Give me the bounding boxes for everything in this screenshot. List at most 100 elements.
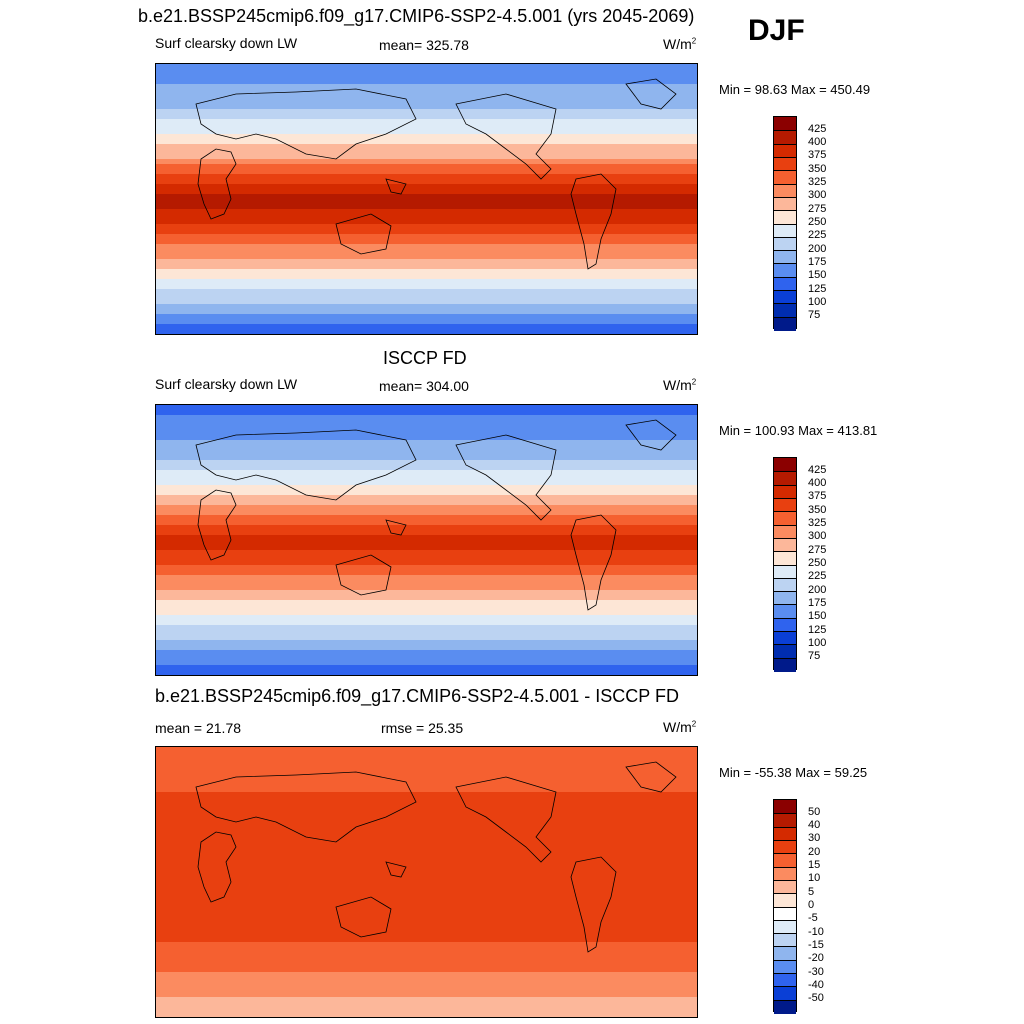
panel3-map-band <box>156 997 697 1003</box>
panel2-colorbar <box>773 457 797 672</box>
panel1-map-band <box>156 284 697 290</box>
panel3-map-band <box>156 972 697 978</box>
panel3-map-band <box>156 747 697 753</box>
panel3-title: b.e21.BSSP245cmip6.f09_g17.CMIP6-SSP2-4.… <box>155 686 679 706</box>
panel2-map-band <box>156 530 697 536</box>
panel2-colorbar-swatch <box>774 458 796 472</box>
panel3-map-coastline <box>197 831 237 903</box>
panel3-colorbar-tick-label: 50 <box>808 805 821 818</box>
panel3-map-band <box>156 952 697 958</box>
panel3-map-band <box>156 912 697 918</box>
panel1-map-band <box>156 309 697 315</box>
panel1-map-band <box>156 169 697 175</box>
panel1-map-band <box>156 154 697 160</box>
panel2-map-band <box>156 575 697 581</box>
panel2-colorbar-swatch <box>774 484 796 499</box>
panel1-map-band <box>156 239 697 245</box>
panel1-colorbar-swatch <box>774 236 796 251</box>
panel1-map-band <box>156 209 697 215</box>
panel2-mean-label: mean= 304.00 <box>379 378 469 394</box>
panel3-colorbar-swatch <box>774 959 796 974</box>
panel2-map-band <box>156 580 697 586</box>
panel2-map-band <box>156 650 697 656</box>
panel2-map-band <box>156 545 697 551</box>
panel1-colorbar-swatch <box>774 143 796 158</box>
panel2-map-band <box>156 440 697 446</box>
panel1-map-band <box>156 199 697 205</box>
panel1-colorbar-swatch <box>774 276 796 291</box>
panel1-map-band <box>156 244 697 250</box>
panel2-colorbar-swatch <box>774 617 796 632</box>
panel2-colorbar-swatch <box>774 631 796 645</box>
panel3-map-band <box>156 827 697 833</box>
panel3-colorbar-swatch <box>774 853 796 868</box>
figure-title: b.e21.BSSP245cmip6.f09_g17.CMIP6-SSP2-4.… <box>138 6 695 26</box>
panel3-map-band <box>156 792 697 798</box>
panel1-map-band <box>156 159 697 165</box>
panel3-map-coastline <box>335 896 392 938</box>
panel1-colorbar-swatch <box>774 250 796 264</box>
panel3-map-band <box>156 1002 697 1008</box>
panel2-colorbar-swatch <box>774 644 796 659</box>
panel3-colorbar-swatch <box>774 986 796 1001</box>
panel3-map-band <box>156 882 697 888</box>
panel2-map-band <box>156 635 697 641</box>
panel3-colorbar-tick-label: 40 <box>808 819 821 832</box>
panel1-variable-label: Surf clearsky down LW <box>155 35 298 51</box>
panel2-colorbar-tick-label: 200 <box>808 583 827 596</box>
panel1-map-coastline <box>570 173 617 270</box>
panel1-colorbar <box>773 116 797 331</box>
panel1-map-coastline <box>197 148 237 220</box>
panel2-map-band <box>156 620 697 626</box>
panel3-colorbar-swatch <box>774 800 796 814</box>
panel1-map-band <box>156 229 697 235</box>
panel3-colorbar-swatch <box>774 893 796 907</box>
panel2-colorbar-swatch <box>774 537 796 552</box>
panel2-map-band <box>156 465 697 471</box>
panel2-colorbar-swatch <box>774 524 796 539</box>
panel1-map-band <box>156 234 697 240</box>
panel2-map-band <box>156 585 697 591</box>
panel2-map-band <box>156 610 697 616</box>
panel2-colorbar-tick-label: 275 <box>808 543 827 556</box>
panel3-map-coastline <box>455 776 557 863</box>
panel3-map-band <box>156 957 697 963</box>
panel1-map-band <box>156 174 697 180</box>
panel2-map-band <box>156 420 697 426</box>
panel1-map-band <box>156 129 697 135</box>
panel2-map-coastline <box>195 429 417 501</box>
panel1-colorbar-swatch <box>774 183 796 198</box>
panel3-map-band <box>156 942 697 948</box>
panel3-map-band <box>156 962 697 968</box>
panel3-map-band <box>156 992 697 998</box>
panel1-map-band <box>156 149 697 155</box>
panel3-map-coastline <box>385 861 407 878</box>
panel3-map-band <box>156 822 697 828</box>
panel3-map-coastline <box>570 856 617 953</box>
panel1-map-band <box>156 104 697 110</box>
panel1-map-band <box>156 219 697 225</box>
panel2-map-band <box>156 550 697 556</box>
panel1-map-band <box>156 259 697 265</box>
panel2-title: ISCCP FD <box>383 348 467 368</box>
panel3-map-band <box>156 782 697 788</box>
panel3-colorbar-swatch <box>774 906 796 921</box>
panel3-map-band <box>156 937 697 943</box>
panel1-map-coastline <box>385 178 407 195</box>
panel2-map-band <box>156 640 697 646</box>
panel2-colorbar-tick-label: 325 <box>808 517 827 530</box>
panel1-map-band <box>156 69 697 75</box>
panel2-map-coastline <box>625 419 677 451</box>
panel3-map-band <box>156 872 697 878</box>
panel3-map-band <box>156 842 697 848</box>
panel1-map-band <box>156 194 697 200</box>
panel2-map-band <box>156 445 697 451</box>
panel1-map-band <box>156 289 697 295</box>
panel1-map-band <box>156 79 697 85</box>
panel3-map-band <box>156 777 697 783</box>
panel3-map-band <box>156 752 697 758</box>
panel3-colorbar-tick-label: -20 <box>808 952 824 965</box>
panel3-map-band <box>156 867 697 873</box>
panel1-colorbar-tick-label: 425 <box>808 122 827 135</box>
panel1-map-band <box>156 314 697 320</box>
